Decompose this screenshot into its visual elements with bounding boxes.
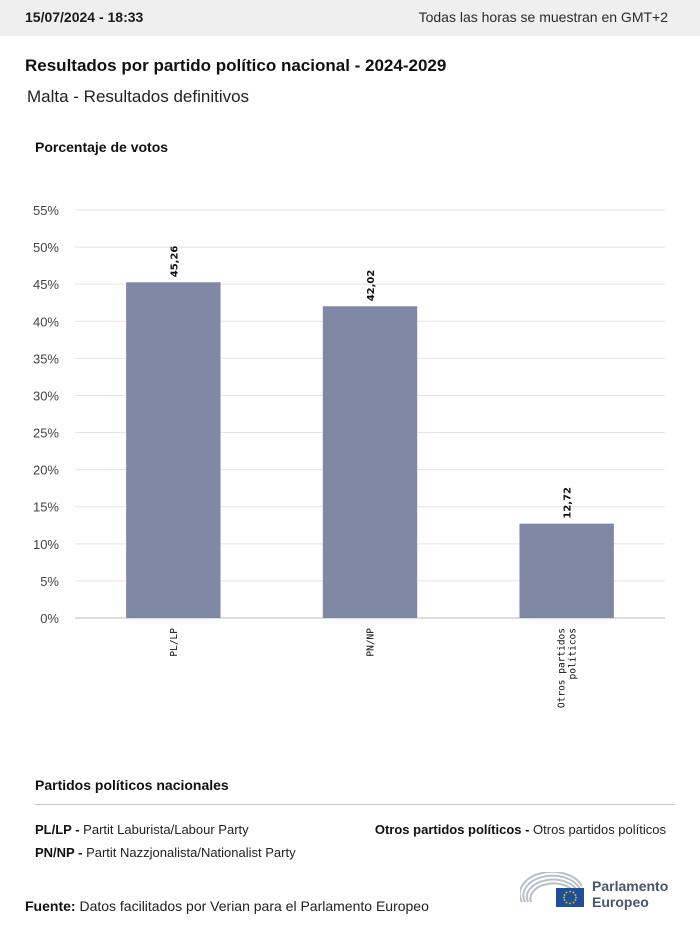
legend-item-pn-np: PN/NP - Partit Nazzjonalista/Nationalist… xyxy=(35,845,296,860)
european-parliament-logo-icon xyxy=(518,870,584,907)
y-tick-label: 30% xyxy=(33,388,59,403)
datetime: 15/07/2024 - 18:33 xyxy=(25,9,144,25)
chart-subtitle: Malta - Resultados definitivos xyxy=(27,87,250,106)
legend-item-otros: Otros partidos políticos - Otros partido… xyxy=(374,822,666,837)
bar xyxy=(322,306,418,618)
y-tick-label: 55% xyxy=(33,203,59,218)
legend-name: Partit Nazzjonalista/Nationalist Party xyxy=(86,845,296,860)
x-tick-label: PN/NP xyxy=(366,628,377,657)
y-tick-label: 0% xyxy=(40,611,59,626)
chart-title: Resultados por partido político nacional… xyxy=(25,56,447,75)
y-axis-title: Porcentaje de votos xyxy=(35,139,169,155)
bar xyxy=(126,282,221,618)
x-tick-label: Otros partidospolíticos xyxy=(557,628,579,708)
y-tick-label: 45% xyxy=(33,277,59,292)
bar xyxy=(519,523,614,618)
logo-line-1: Parlamento xyxy=(592,878,669,894)
legend-abbr: PN/NP xyxy=(35,845,75,860)
legend-title: Partidos políticos nacionales xyxy=(35,777,229,793)
source-note: Fuente: Datos facilitados por Verian par… xyxy=(25,898,429,914)
legend-abbr: PL/LP xyxy=(35,822,72,837)
logo-text: Parlamento Europeo xyxy=(592,878,668,910)
legend-name: Partit Laburista/Labour Party xyxy=(83,822,249,837)
legend-divider xyxy=(35,804,675,805)
y-tick-label: 35% xyxy=(33,351,59,366)
european-parliament-logo: Parlamento Europeo xyxy=(518,870,680,912)
y-tick-label: 15% xyxy=(33,500,59,515)
legend-name: Otros partidos políticos xyxy=(533,822,666,837)
timezone-note: Todas las horas se muestran en GMT+2 xyxy=(418,9,668,25)
y-tick-label: 40% xyxy=(33,314,59,329)
legend-abbr: Otros partidos políticos xyxy=(374,822,522,837)
y-tick-label: 5% xyxy=(40,574,59,589)
data-label: 12,72 xyxy=(563,487,574,519)
x-tick-label: PL/LP xyxy=(169,628,180,657)
y-tick-label: 20% xyxy=(33,463,59,478)
source-label: Fuente: xyxy=(25,898,76,914)
data-label: 42,02 xyxy=(366,270,377,302)
top-bar: 15/07/2024 - 18:33 Todas las horas se mu… xyxy=(0,0,700,36)
legend-item-pl-lp: PL/LP - Partit Laburista/Labour Party xyxy=(35,822,249,837)
y-tick-label: 10% xyxy=(33,537,59,552)
source-text: Datos facilitados por Verian para el Par… xyxy=(79,898,429,914)
logo-line-2: Europeo xyxy=(592,894,649,910)
data-label: 45,26 xyxy=(169,246,180,278)
bar-chart: 0% 5% 10% 15% 20% 25% 30% 35% 40% 45% 50% 55% 45,26 P… xyxy=(33,203,665,708)
y-tick-label: 50% xyxy=(33,240,59,255)
y-tick-label: 25% xyxy=(33,426,59,441)
